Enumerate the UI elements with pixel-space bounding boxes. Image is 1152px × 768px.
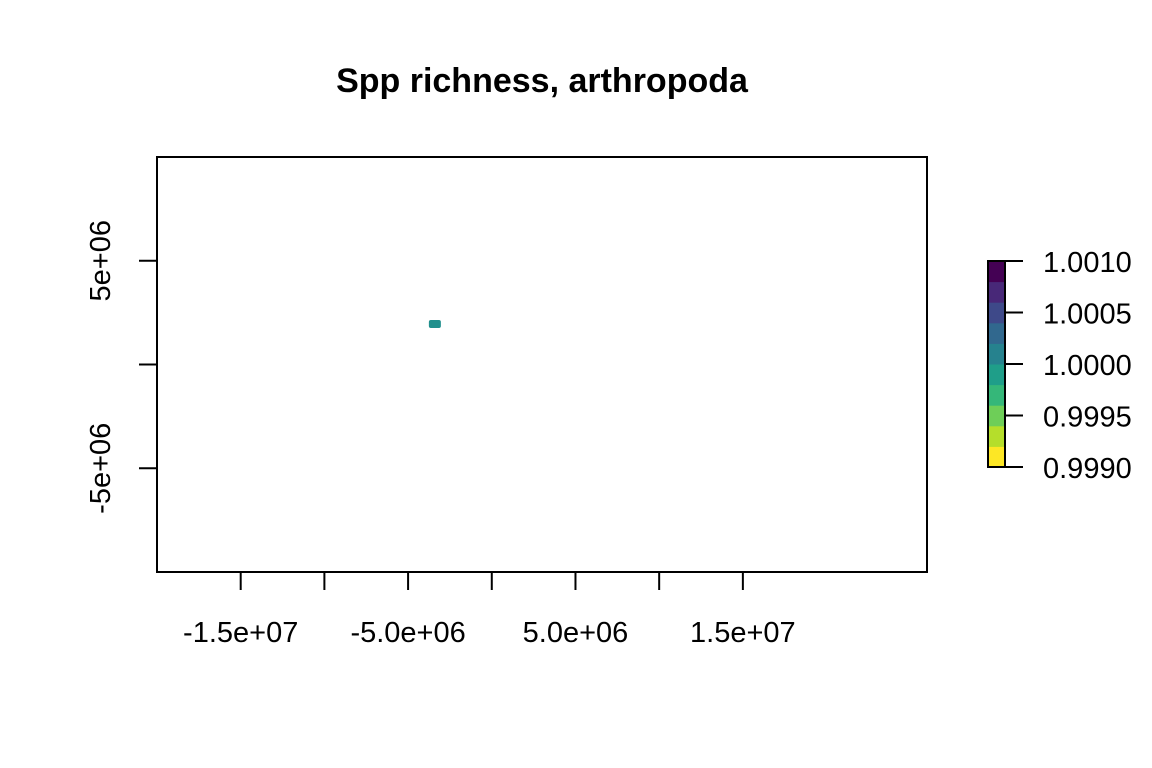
colorbar-tick-label: 1.0010 — [1043, 247, 1132, 279]
x-tick-label: 1.5e+07 — [690, 617, 796, 649]
x-axis: -1.5e+07 -5.0e+06 5.0e+06 1.5e+07 — [183, 571, 796, 649]
y-tick-label: 5e+06 — [85, 220, 117, 301]
y-tick-label: -5e+06 — [85, 423, 117, 514]
colorbar-swatch — [988, 302, 1005, 324]
y-axis: -5e+06 5e+06 — [85, 220, 158, 514]
raster-cells — [428, 320, 441, 329]
plot-frame — [156, 156, 928, 573]
colorbar-swatch — [988, 425, 1005, 447]
colorbar-swatch — [988, 446, 1005, 468]
raster-cell — [428, 320, 441, 329]
colorbar-swatch — [988, 405, 1005, 427]
colorbar-legend: 1.0010 1.0005 1.0000 0.9995 0.9990 — [987, 247, 1132, 485]
x-tick-label: 5.0e+06 — [523, 617, 629, 649]
x-tick-label: -5.0e+06 — [350, 617, 465, 649]
colorbar-swatch — [988, 261, 1005, 283]
colorbar-swatch — [988, 343, 1005, 365]
colorbar-swatch — [988, 281, 1005, 303]
x-tick-label: -1.5e+07 — [183, 617, 298, 649]
colorbar-tick-label: 1.0005 — [1043, 299, 1132, 331]
colorbar-tick-label: 0.9990 — [1043, 453, 1132, 485]
colorbar-tick-label: 0.9995 — [1043, 402, 1132, 434]
colorbar-swatch — [988, 322, 1005, 344]
chart-title: Spp richness, arthropoda — [336, 62, 749, 100]
colorbar-swatch — [988, 384, 1005, 406]
colorbar-tick-label: 1.0000 — [1043, 350, 1132, 382]
colorbar-swatch — [988, 364, 1005, 386]
